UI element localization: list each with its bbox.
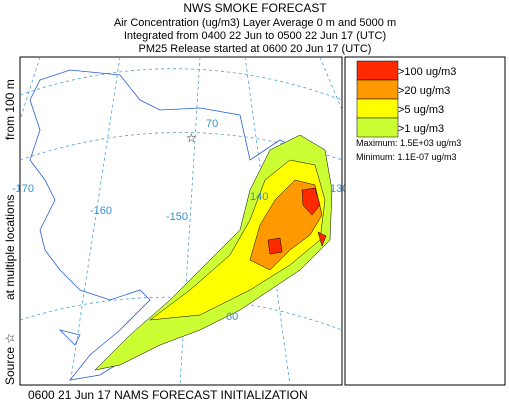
- legend-label: >100 ug/m3: [398, 66, 456, 78]
- source-star: ☆: [186, 131, 197, 145]
- legend-label: >1 ug/m3: [398, 123, 444, 135]
- map-label: -150: [166, 211, 188, 223]
- map-label: -160: [90, 205, 112, 217]
- release: PM25 Release started at 0600 20 Jun 17 (…: [139, 43, 372, 55]
- legend-swatch: [356, 98, 399, 119]
- side-label: from 100 m: [3, 79, 17, 140]
- legend-swatch: [356, 79, 399, 100]
- side-label: at multiple locations: [3, 195, 17, 300]
- minimum: Minimum: 1.1E-07 ug/m3: [356, 152, 457, 162]
- map-label: 140: [250, 191, 268, 203]
- map-label: -170: [12, 183, 34, 195]
- side-label: Source ☆: [3, 333, 17, 385]
- title: NWS SMOKE FORECAST: [183, 1, 327, 15]
- legend: >100 ug/m3 >20 ug/m3 >5 ug/m3 >1 ug/m3: [356, 60, 456, 138]
- legend-swatch: [356, 117, 399, 138]
- map-label: 130: [330, 183, 348, 195]
- subtitle: Air Concentration (ug/m3) Layer Average …: [114, 17, 396, 29]
- legend-label: >20 ug/m3: [398, 85, 450, 97]
- map-label: 60: [226, 311, 238, 323]
- legend-swatch: [356, 60, 399, 81]
- map-label: 70: [206, 118, 218, 130]
- maximum: Maximum: 1.5E+03 ug/m3: [356, 138, 461, 148]
- map: ☆: [19, 56, 343, 386]
- integration: Integrated from 0400 22 Jun to 0500 22 J…: [124, 30, 386, 42]
- legend-label: >5 ug/m3: [398, 104, 444, 116]
- footer: 0600 21 Jun 17 NAMS FORECAST INITIALIZAT…: [28, 388, 308, 401]
